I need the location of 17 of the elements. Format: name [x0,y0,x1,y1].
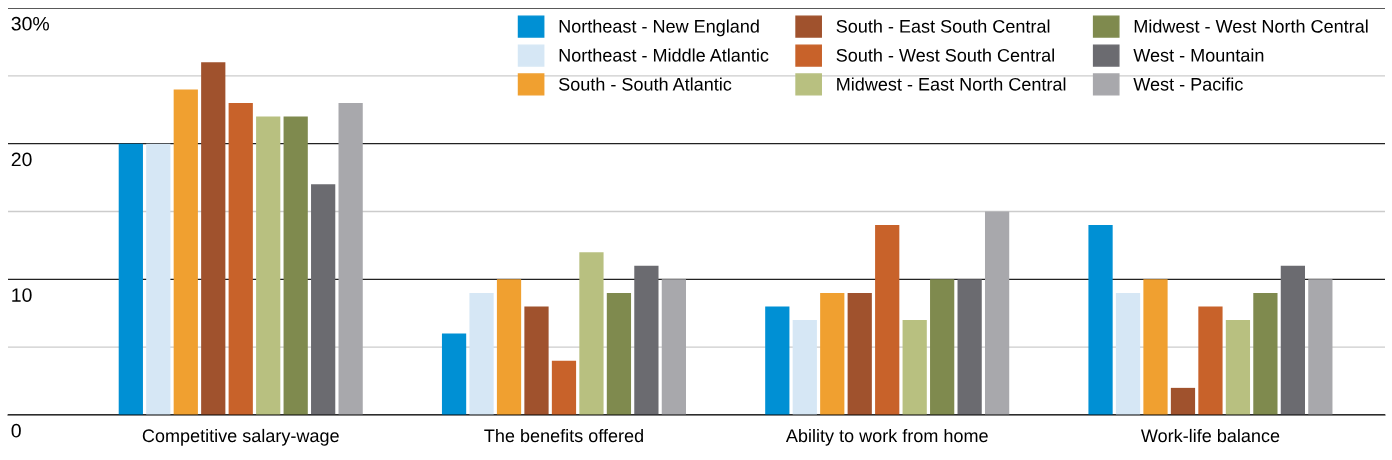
x-tick-label: Ability to work from home [785,428,988,446]
y-tick-label: 30% [11,16,49,31]
y-tick-label: 20 [11,152,32,167]
y-tick-label: 0 [11,423,21,438]
legend-label: Midwest - East North Central [837,77,1066,91]
legend-label: South - East South Central [836,19,1050,33]
x-tick-label: Competitive salary-wage [142,428,339,446]
legend-label: West - Pacific [1133,77,1243,91]
legend-label: Northeast - New England [559,19,759,37]
x-tick-label: Work-life balance [1140,428,1280,443]
legend-label: Northeast - Middle Atlantic [559,48,769,62]
y-tick-label: 10 [12,288,32,302]
legend-label: South - West South Central [836,48,1054,62]
legend-label: South - South Atlantic [559,77,732,91]
legend-label: Midwest - West North Central [1134,19,1368,33]
legend-label: West - Mountain [1133,48,1264,62]
x-tick-label: The benefits offered [484,428,643,443]
